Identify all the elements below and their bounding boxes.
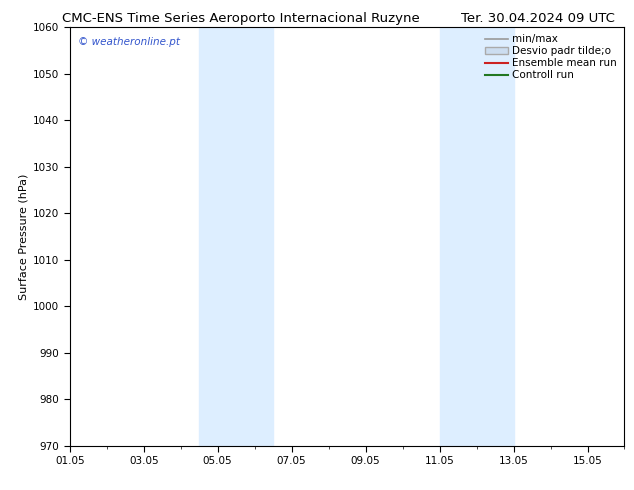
Bar (199, 27, 273, 446)
Text: CMC-ENS Time Series Aeroporto Internacional Ruzyne: CMC-ENS Time Series Aeroporto Internacio… (62, 12, 420, 25)
Bar (439, 27, 514, 446)
Text: Ter. 30.04.2024 09 UTC: Ter. 30.04.2024 09 UTC (461, 12, 615, 25)
Legend: min/max, Desvio padr tilde;o, Ensemble mean run, Controll run: min/max, Desvio padr tilde;o, Ensemble m… (483, 32, 619, 83)
Y-axis label: Surface Pressure (hPa): Surface Pressure (hPa) (19, 173, 29, 299)
Text: © weatheronline.pt: © weatheronline.pt (78, 37, 180, 48)
